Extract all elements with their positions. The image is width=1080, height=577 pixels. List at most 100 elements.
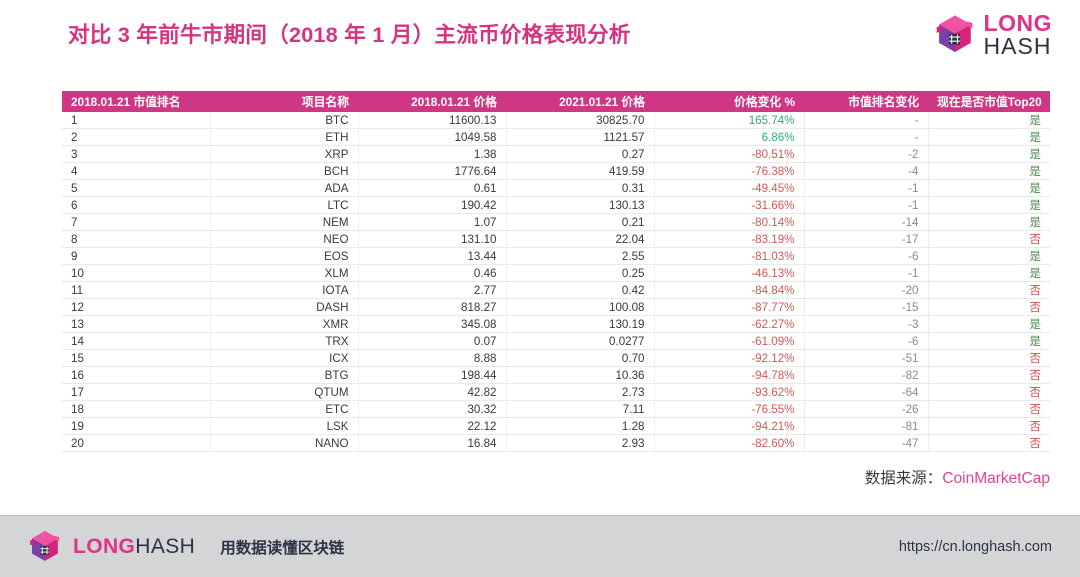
cell-price-2018: 11600.13 xyxy=(358,112,507,129)
table-header-row: 2018.01.21 市值排名 项目名称 2018.01.21 价格 2021.… xyxy=(62,91,1050,112)
column-header-change-pct: 价格变化 % xyxy=(654,91,804,112)
cell-price-2021: 0.0277 xyxy=(506,332,655,350)
cell-project: IOTA xyxy=(210,281,359,299)
column-header-top20: 现在是否市值Top20 xyxy=(928,91,1050,112)
table-row: 16 BTG 198.44 10.36 -94.78% -82 否 xyxy=(62,366,1050,384)
cell-rank-2018: 14 xyxy=(62,332,211,350)
cell-rank-change: -6 xyxy=(804,247,929,265)
cell-top20: 是 xyxy=(928,264,1050,282)
cell-top20: 是 xyxy=(928,162,1050,180)
cell-price-2018: 0.07 xyxy=(358,332,507,350)
cell-change-pct: -61.09% xyxy=(654,332,805,350)
page-title: 对比 3 年前牛市期间（2018 年 1 月）主流币价格表现分析 xyxy=(68,23,631,47)
cell-price-2021: 100.08 xyxy=(506,298,655,316)
cell-rank-change: -4 xyxy=(804,162,929,180)
data-source-value: CoinMarketCap xyxy=(942,470,1050,487)
column-header-project: 项目名称 xyxy=(210,91,358,112)
cell-change-pct: -82.60% xyxy=(654,434,805,452)
footer-url[interactable]: https://cn.longhash.com xyxy=(898,538,1052,555)
cell-top20: 否 xyxy=(928,383,1050,401)
cell-rank-2018: 12 xyxy=(62,298,211,316)
cell-project: XRP xyxy=(210,145,359,163)
table-row: 18 ETC 30.32 7.11 -76.55% -26 否 xyxy=(62,400,1050,418)
cell-change-pct: -31.66% xyxy=(654,196,805,214)
cell-change-pct: -80.51% xyxy=(654,145,805,163)
cell-top20: 否 xyxy=(928,281,1050,299)
footer-wordmark: LONGHASH xyxy=(73,535,195,559)
table-body: 1 BTC 11600.13 30825.70 165.74% - 是 2 ETH 1049.58… xyxy=(62,112,1050,452)
cell-rank-2018: 10 xyxy=(62,264,211,282)
cell-top20: 是 xyxy=(928,247,1050,265)
cell-rank-2018: 16 xyxy=(62,366,211,384)
cell-project: XLM xyxy=(210,264,359,282)
cell-top20: 是 xyxy=(928,196,1050,214)
cell-rank-2018: 2 xyxy=(62,128,211,146)
brand-wordmark: LONG HASH xyxy=(984,12,1052,57)
cell-rank-2018: 20 xyxy=(62,434,211,452)
table-row: 19 LSK 22.12 1.28 -94.21% -81 否 xyxy=(62,417,1050,435)
table-row: 15 ICX 8.88 0.70 -92.12% -51 否 xyxy=(62,349,1050,367)
cell-project: ADA xyxy=(210,179,359,197)
footer-word-long: LONG xyxy=(73,534,136,558)
cell-rank-change: -51 xyxy=(804,349,929,367)
cell-rank-change: -47 xyxy=(804,434,929,452)
cell-top20: 是 xyxy=(928,315,1050,333)
table-row: 5 ADA 0.61 0.31 -49.45% -1 是 xyxy=(62,179,1050,197)
cell-price-2018: 2.77 xyxy=(358,281,507,299)
cell-change-pct: -76.38% xyxy=(654,162,805,180)
cell-top20: 是 xyxy=(928,179,1050,197)
cell-rank-2018: 1 xyxy=(62,112,211,129)
cell-rank-change: -1 xyxy=(804,179,929,197)
comparison-table-container: 2018.01.21 市值排名 项目名称 2018.01.21 价格 20 2 1.… xyxy=(62,91,1050,452)
cell-price-2021: 2.73 xyxy=(506,383,655,401)
cell-price-2018: 42.82 xyxy=(358,383,507,401)
cell-price-2018: 345.08 xyxy=(358,315,507,333)
cell-change-pct: -49.45% xyxy=(654,179,805,197)
cell-change-pct: -81.03% xyxy=(654,247,805,265)
cell-rank-change: -2 xyxy=(804,145,929,163)
cell-project: TRX xyxy=(210,332,359,350)
table-row: 8 NEO 131.10 22.04 -83.19% -17 否 xyxy=(62,230,1050,248)
page-header: 对比 3 年前牛市期间（2018 年 1 月）主流币价格表现分析 LONG HA… xyxy=(0,0,1080,82)
table-header: 2018.01.21 市值排名 项目名称 2018.01.21 价格 2021.… xyxy=(62,91,1050,112)
table-row: 12 DASH 818.27 100.08 -87.77% -15 否 xyxy=(62,298,1050,316)
table-row: 3 XRP 1.38 0.27 -80.51% -2 是 xyxy=(62,145,1050,163)
cell-price-2021: 0.25 xyxy=(506,264,655,282)
cell-price-2021: 7.11 xyxy=(506,400,655,418)
cell-rank-2018: 15 xyxy=(62,349,211,367)
cell-rank-2018: 18 xyxy=(62,400,211,418)
table-row: 1 BTC 11600.13 30825.70 165.74% - 是 xyxy=(62,112,1050,129)
cell-price-2021: 22.04 xyxy=(506,230,655,248)
cell-top20: 是 xyxy=(928,213,1050,231)
cell-change-pct: -87.77% xyxy=(654,298,805,316)
cell-change-pct: -92.12% xyxy=(654,349,805,367)
cell-project: LSK xyxy=(210,417,359,435)
cell-rank-2018: 3 xyxy=(62,145,211,163)
column-header-price-2018: 2018.01.21 价格 xyxy=(358,91,506,112)
cell-project: NANO xyxy=(210,434,359,452)
cell-price-2021: 1121.57 xyxy=(506,128,655,146)
cell-top20: 是 xyxy=(928,145,1050,163)
brand-logo-header: LONG HASH xyxy=(934,12,1052,57)
cell-rank-change: -3 xyxy=(804,315,929,333)
cell-rank-2018: 4 xyxy=(62,162,211,180)
cell-price-2021: 10.36 xyxy=(506,366,655,384)
cell-price-2018: 198.44 xyxy=(358,366,507,384)
cell-rank-2018: 17 xyxy=(62,383,211,401)
cell-rank-change: - xyxy=(804,112,929,129)
cell-top20: 否 xyxy=(928,400,1050,418)
footer-word-hash: HASH xyxy=(135,534,196,558)
cell-rank-2018: 9 xyxy=(62,247,211,265)
footer-tagline: 用数据读懂区块链 xyxy=(220,539,345,557)
cell-price-2018: 1.38 xyxy=(358,145,507,163)
brand-word-hash: HASH xyxy=(983,32,1052,59)
column-header-rank-2018: 2018.01.21 市值排名 xyxy=(62,91,210,112)
cell-top20: 否 xyxy=(928,434,1050,452)
table-row: 20 NANO 16.84 2.93 -82.60% -47 否 xyxy=(62,434,1050,452)
cell-price-2018: 1049.58 xyxy=(358,128,507,146)
cell-project: DASH xyxy=(210,298,359,316)
cell-top20: 是 xyxy=(928,332,1050,350)
longhash-cube-icon xyxy=(936,15,972,52)
cell-rank-change: -1 xyxy=(804,264,929,282)
